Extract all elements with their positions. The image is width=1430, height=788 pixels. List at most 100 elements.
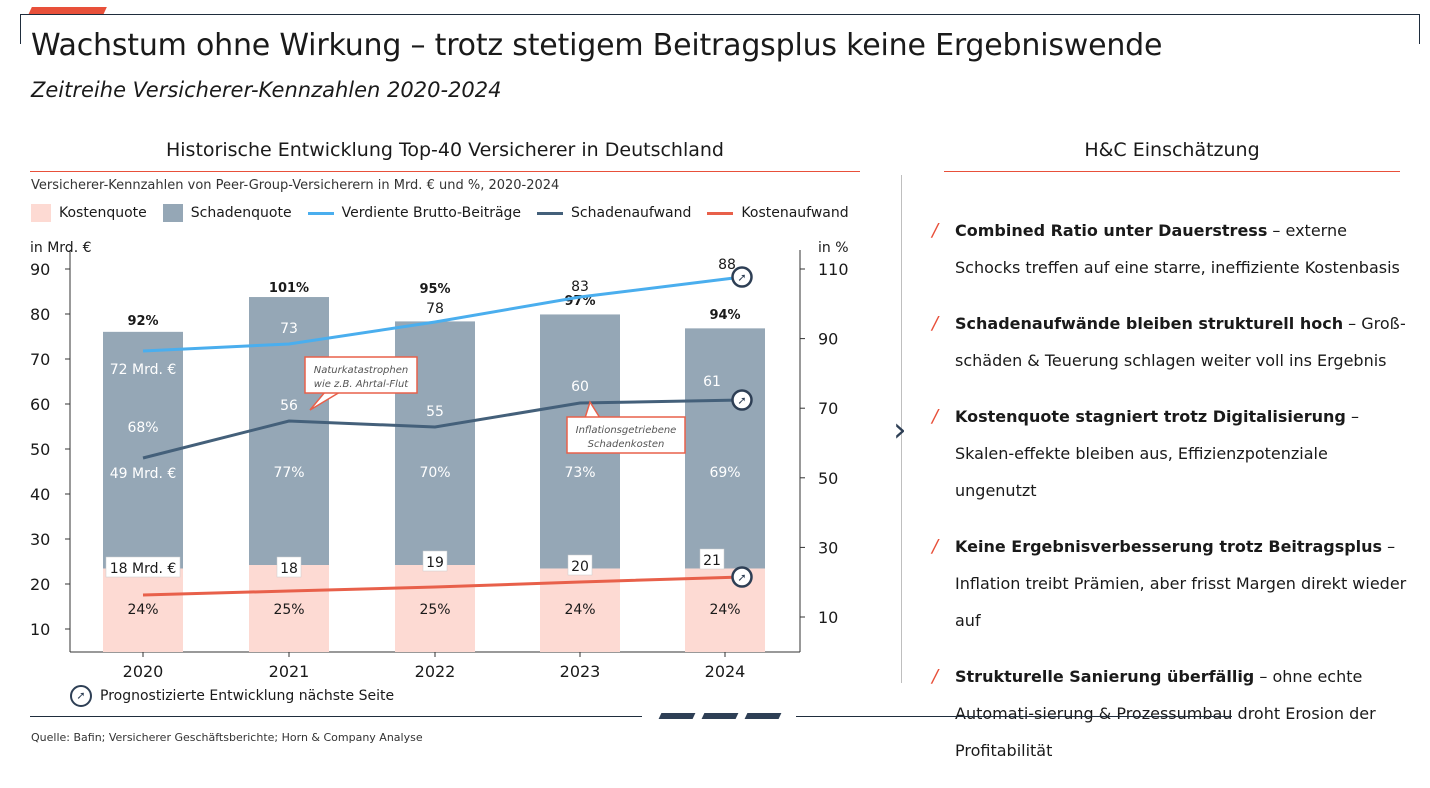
beitraege-line — [142, 275, 743, 353]
legend-label-kostenaufwand: Kostenaufwand — [741, 205, 849, 221]
footer-line-left — [30, 716, 642, 717]
kostenaufwand-forecast-icon — [731, 566, 753, 588]
schadenaufwand-line — [142, 398, 743, 460]
assessment-point: / Kostenquote stagniert trotz Digitalisie… — [932, 398, 1412, 509]
assessment-point-text: – Inflation treibt Prämien, aber frisst … — [955, 537, 1407, 630]
forecast-note: ➚ Prognostizierte Entwicklung nächste Se… — [70, 685, 394, 707]
footer-line-right — [796, 716, 1232, 717]
kostenquote-label: 24% — [564, 602, 595, 618]
legend-swatch-beitraege — [307, 211, 334, 215]
legend-item-schadenaufwand: Schadenaufwand — [537, 205, 691, 221]
kostenaufwand-value-label: 20 — [571, 559, 589, 575]
legend-label-kostenquote: Kostenquote — [59, 205, 147, 221]
chart-heading-rule — [30, 171, 860, 172]
assessment-point: / Keine Ergebnisverbesserung trotz Beitra… — [932, 528, 1412, 639]
assessment-point: / Combined Ratio unter Dauerstress – exte… — [932, 212, 1412, 286]
frame-left-line — [20, 14, 21, 44]
combined-ratio-label: 95% — [419, 282, 450, 297]
assessment-point-title: Schadenaufwände bleiben strukturell hoch — [955, 314, 1344, 333]
frame-right-line — [1419, 14, 1420, 44]
left-tick-label: 40 — [30, 485, 50, 504]
schadenquote-label: 69% — [709, 465, 740, 481]
schadenaufwand-value-label: 60 — [571, 379, 589, 395]
kostenquote-label: 25% — [419, 602, 450, 618]
slash-icon: / — [932, 220, 939, 241]
beitraege-value-label: 73 — [280, 321, 298, 337]
annotation-inflation-box — [566, 416, 686, 454]
right-tick-label: 30 — [818, 538, 838, 557]
combined-ratio-label: 92% — [127, 314, 158, 329]
chart-svg: in Mrd. € in % 10 20 30 40 50 60 70 80 90 10 30 50 70 9… — [30, 240, 849, 681]
kostenaufwand-label-bg — [276, 556, 302, 578]
page-subtitle: Zeitreihe Versicherer-Kennzahlen 2020-20… — [31, 78, 502, 102]
right-tick-label: 50 — [818, 469, 838, 488]
left-axis-label: in Mrd. € — [30, 240, 92, 256]
frame-top-line — [20, 14, 1420, 15]
assessment-heading-rule — [944, 171, 1400, 172]
slash-icon: / — [932, 666, 939, 687]
forecast-note-text: Prognostizierte Entwicklung nächste Seit… — [100, 688, 395, 704]
right-tick-label: 90 — [818, 330, 838, 349]
x-tick-label: 2021 — [269, 662, 310, 681]
left-tick-label: 60 — [30, 395, 50, 414]
source-note: Quelle: Bafin; Versicherer Geschäftsberi… — [31, 731, 423, 744]
kostenaufwand-value-label: 21 — [703, 553, 721, 569]
kostenquote-bar — [249, 565, 329, 652]
legend-item-schadenquote: Schadenquote — [162, 204, 292, 222]
legend-label-schadenquote: Schadenquote — [190, 205, 292, 221]
x-tick-label: 2020 — [123, 662, 164, 681]
column-divider — [901, 175, 902, 683]
assessment-list: / Combined Ratio unter Dauerstress – exte… — [932, 212, 1412, 788]
legend-label-schadenaufwand: Schadenaufwand — [571, 205, 692, 221]
kostenaufwand-label-bg — [422, 550, 448, 572]
annotation-naturkatastrophen-box — [304, 356, 418, 394]
slash-icon: / — [932, 313, 939, 334]
x-tick-label: 2022 — [415, 662, 456, 681]
kostenquote-bar — [395, 565, 475, 652]
assessment-point-text: – externe Schocks treffen auf eine starr… — [955, 221, 1400, 277]
assessment-point-title: Kostenquote stagniert trotz Digitalisier… — [955, 407, 1346, 426]
assessment-heading: H&C Einschätzung — [1084, 139, 1260, 161]
beitraege-forecast-icon — [731, 266, 753, 288]
schadenquote-label: 68% — [127, 420, 158, 436]
kostenquote-label: 24% — [709, 602, 740, 618]
x-tick-label: 2024 — [705, 662, 746, 681]
right-tick-label: 10 — [818, 608, 838, 627]
assessment-point-text: – Groß-schäden & Teuerung schlagen weite… — [955, 314, 1406, 370]
left-tick-label: 20 — [30, 575, 50, 594]
combined-ratio-label: 94% — [709, 308, 740, 323]
beitraege-forecast-arrow-icon: ➚ — [737, 271, 746, 284]
right-tick-label: 70 — [818, 399, 838, 418]
left-tick-label: 80 — [30, 305, 50, 324]
chevron-right-icon: › — [893, 410, 907, 450]
forecast-arrow-icon: ➚ — [70, 685, 92, 707]
kostenaufwand-line — [142, 575, 743, 597]
kostenquote-bar — [103, 568, 183, 652]
slash-icon: / — [932, 536, 939, 557]
assessment-point-title: Keine Ergebnisverbesserung trotz Beitrag… — [955, 537, 1383, 556]
footer-dash — [701, 713, 739, 719]
kostenaufwand-label-bg — [699, 548, 725, 570]
chart-legend: Kostenquote Schadenquote Verdiente Brutt… — [31, 204, 865, 222]
left-tick-label: 30 — [30, 530, 50, 549]
kostenaufwand-value-label: 18 — [280, 561, 298, 577]
schadenaufwand-value-label: 56 — [280, 398, 298, 414]
assessment-point-text: – ohne echte Automati-sierung & Prozessu… — [955, 667, 1376, 760]
annotation-naturkatastrophen-text: wie z.B. Ahrtal-Flut — [314, 379, 410, 390]
left-tick-label: 70 — [30, 350, 50, 369]
schadenquote-bar — [249, 297, 329, 565]
left-tick-label: 10 — [30, 620, 50, 639]
legend-item-kostenquote: Kostenquote — [31, 204, 147, 222]
chart-heading: Historische Entwicklung Top-40 Versicher… — [165, 139, 724, 161]
schadenquote-label: 70% — [419, 465, 450, 481]
beitraege-value-label: 83 — [571, 279, 589, 295]
beitraege-value-label: 72 Mrd. € — [110, 362, 177, 378]
kostenquote-label: 24% — [127, 602, 158, 618]
legend-item-beitraege: Verdiente Brutto-Beiträge — [307, 205, 521, 221]
legend-item-kostenaufwand: Kostenaufwand — [707, 205, 849, 221]
assessment-point-title: Strukturelle Sanierung überfällig — [955, 667, 1255, 686]
schadenquote-label: 77% — [273, 465, 304, 481]
annotation-inflation-text: Schadenkosten — [588, 439, 665, 450]
footer-dash — [658, 713, 696, 719]
slash-icon: / — [932, 406, 939, 427]
